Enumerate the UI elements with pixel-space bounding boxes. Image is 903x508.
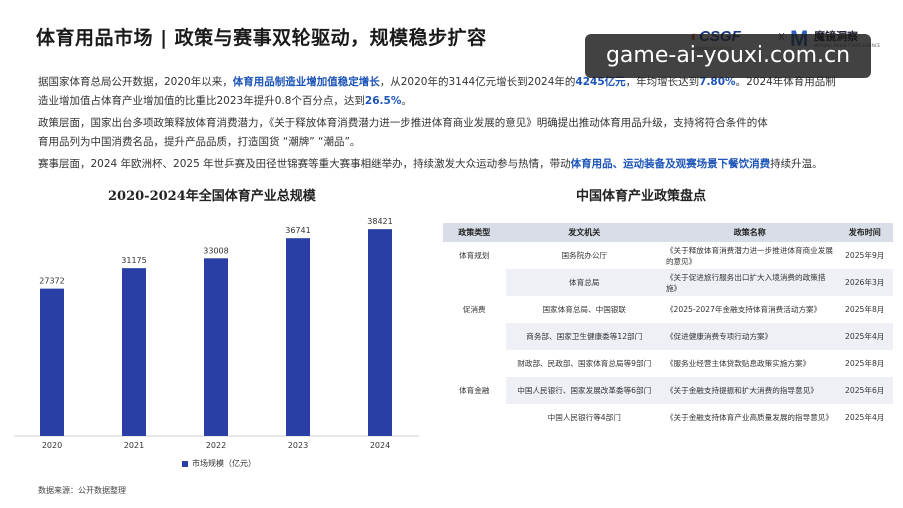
data-label: 38421: [367, 217, 392, 226]
data-label: 36741: [285, 226, 310, 235]
paragraph-line: 政策层面，国家出台多项政策释放体育消费潜力，《关于释放体育消费潜力进一步推进体育…: [38, 114, 874, 133]
date-cell: 2025年6月: [836, 377, 893, 404]
data-label: 33008: [203, 246, 228, 255]
bar-2022: [204, 258, 228, 436]
paragraph-text: 持续升温。: [770, 158, 823, 170]
bar-2021: [122, 268, 146, 436]
policy-name-cell: 《2025-2027年金融支持体育消费活动方案》: [665, 305, 822, 314]
agency-cell: 国务院办公厅: [561, 251, 608, 260]
date-cell: 2025年4月: [836, 323, 893, 350]
highlight-text: 26.5%: [364, 95, 402, 107]
table-title: 中国体育产业政策盘点: [576, 189, 707, 204]
policy-name-cell: 《促进健康消费专项行动方案》: [662, 323, 837, 350]
paragraph-text: 政策层面，国家出台多项政策释放体育消费潜力，《关于释放体育消费潜力进一步推进体育…: [38, 117, 768, 129]
header-cell-date: 发布时间: [836, 223, 893, 242]
paragraph-line: 据国家体育总局公开数据，2020年以来，体育用品制造业增加值稳定增长，从2020…: [38, 73, 874, 92]
policy-name-cell: 《关于释放体育消费潜力进一步推进体育商业发展的意见》: [665, 245, 833, 266]
table-row: 国家体育总局、中国银联 《2025-2027年金融支持体育消费活动方案》 2025年…: [443, 296, 893, 323]
data-label: 31175: [121, 256, 146, 265]
policy-table: 政策类型 发文机关 政策名称 发布时间 体育规划 国务院办公厅 《关于释放体育消费潜…: [443, 223, 893, 431]
date-cell: 2025年9月: [845, 251, 885, 260]
table-header-row: 政策类型 发文机关 政策名称 发布时间: [443, 223, 893, 242]
table-row: 体育金融 财政部、民政部、国家体育总局等9部门 《服务业经营主体贷款贴息政策实施方案…: [443, 350, 893, 431]
agency-cell: 中国人民银行、国家发展改革委等6部门: [505, 377, 663, 404]
paragraph-text: ，从2020年的3144亿元增长到2024年的: [379, 76, 576, 88]
highlight-text: 体育用品、运动装备及观赛场景下餐饮消费: [570, 158, 771, 170]
highlight-text: 4245亿元: [575, 76, 626, 88]
legend-swatch: [182, 460, 188, 467]
highlight-text: 体育用品制造业增加值稳定增长: [232, 76, 380, 88]
page-title: 体育用品市场 | 政策与赛事双轮驱动，规模稳步扩容: [36, 27, 487, 49]
agency-cell: 商务部、国家卫生健康委等12部门: [505, 323, 663, 350]
x-tick-label: 2024: [370, 441, 390, 450]
agency-cell: 财政部、民政部、国家体育总局等9部门: [517, 359, 652, 368]
agency-cell: 体育总局: [505, 269, 663, 296]
table-row: 体育规划 国务院办公厅 《关于释放体育消费潜力进一步推进体育商业发展的意见》 2025…: [443, 242, 893, 269]
paragraph-text: 。2024年体育用品制: [735, 76, 836, 88]
policy-name-cell: 《关于金融支持体育产业高质量发展的指导意见》: [665, 413, 833, 422]
x-tick-label: 2022: [206, 441, 226, 450]
header-cell-type: 政策类型: [443, 223, 506, 242]
bar-2024: [368, 229, 392, 436]
date-cell: 2025年8月: [845, 359, 885, 368]
paragraph-text: 育用品列为中国消费名品，提升产品品质，打造国货 “潮牌” “潮品”。: [38, 136, 361, 148]
table-row: 中国人民银行、国家发展改革委等6部门 《关于金融支持提振和扩大消费的指导意见》 20…: [443, 377, 893, 404]
policy-name-cell: 《服务业经营主体贷款贴息政策实施方案》: [665, 359, 811, 368]
data-source-note: 数据来源：公开数据整理: [38, 486, 126, 495]
agency-cell: 中国人民银行等4部门: [547, 413, 621, 422]
watermark-banner: game-ai-youxi.com.cn: [585, 34, 871, 78]
date-cell: 2025年4月: [845, 413, 885, 422]
paragraph-text: ，年均增长达到: [625, 76, 700, 88]
highlight-text: 7.80%: [699, 76, 736, 88]
bar-2020: [40, 288, 64, 436]
date-cell: 2025年8月: [845, 305, 885, 314]
header-cell-agency: 发文机关: [505, 223, 663, 242]
bar-2023: [286, 238, 310, 436]
paragraph-line: 育用品列为中国消费名品，提升产品品质，打造国货 “潮牌” “潮品”。: [38, 133, 874, 152]
chart-title: 2020-2024年全国体育产业总规模: [108, 189, 316, 204]
table-row: 商务部、国家卫生健康委等12部门 《促进健康消费专项行动方案》 2025年4月: [443, 323, 893, 350]
data-label: 27372: [39, 277, 64, 286]
policy-type-cell: 体育金融: [443, 350, 506, 431]
paragraph-line: 造业增加值占体育产业增加值的比重比2023年提升0.8个百分点，达到26.5%。: [38, 92, 874, 111]
date-cell: 2026年3月: [836, 269, 893, 296]
table-row: 促消费 体育总局 《关于促进旅行服务出口扩大入境消费的政策措施》 2026年3月: [443, 269, 893, 350]
paragraph-text: 据国家体育总局公开数据，2020年以来，: [38, 76, 233, 88]
agency-cell: 国家体育总局、中国银联: [542, 305, 626, 314]
header-cell-name: 政策名称: [662, 223, 837, 242]
paragraph-text: 造业增加值占体育产业增加值的比重比2023年提升0.8个百分点，达到: [38, 95, 365, 107]
paragraph-text: 。: [401, 95, 412, 107]
policy-name-cell: 《关于促进旅行服务出口扩大入境消费的政策措施》: [662, 269, 837, 296]
legend-label: 市场规模（亿元）: [192, 459, 256, 468]
paragraph-text: 赛事层面，2024 年欧洲杯、2025 年世乒赛及田径世锦赛等重大赛事相继举办，…: [38, 158, 571, 170]
chart-legend: 市场规模（亿元）: [182, 458, 256, 469]
x-tick-label: 2021: [124, 441, 144, 450]
market-size-bar-chart: 27372 2020 31175 2021 33008 2022 36741 2023 3842…: [14, 217, 419, 450]
policy-type-cell: 促消费: [443, 269, 506, 350]
policy-name-cell: 《关于金融支持提振和扩大消费的指导意见》: [662, 377, 837, 404]
x-tick-label: 2020: [42, 441, 62, 450]
table-row: 中国人民银行等4部门 《关于金融支持体育产业高质量发展的指导意见》 2025年4月: [443, 404, 893, 431]
policy-type-cell: 体育规划: [443, 242, 506, 269]
x-tick-label: 2023: [288, 441, 308, 450]
paragraph-line: 赛事层面，2024 年欧洲杯、2025 年世乒赛及田径世锦赛等重大赛事相继举办，…: [38, 155, 874, 174]
